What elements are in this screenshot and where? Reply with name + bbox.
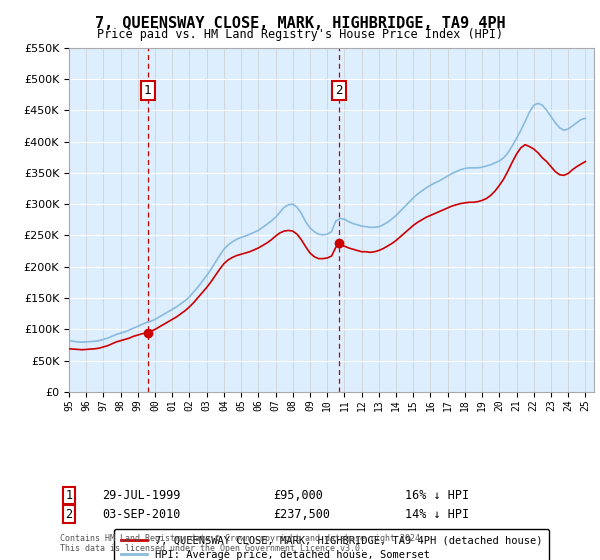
Text: 1: 1 xyxy=(65,489,73,502)
Text: 7, QUEENSWAY CLOSE, MARK, HIGHBRIDGE, TA9 4PH: 7, QUEENSWAY CLOSE, MARK, HIGHBRIDGE, TA… xyxy=(95,16,505,31)
Text: 29-JUL-1999: 29-JUL-1999 xyxy=(102,489,181,502)
Text: 2: 2 xyxy=(65,507,73,521)
Text: £95,000: £95,000 xyxy=(273,489,323,502)
Text: Contains HM Land Registry data © Crown copyright and database right 2024.
This d: Contains HM Land Registry data © Crown c… xyxy=(60,534,425,553)
Text: 2: 2 xyxy=(335,84,343,97)
Text: Price paid vs. HM Land Registry's House Price Index (HPI): Price paid vs. HM Land Registry's House … xyxy=(97,28,503,41)
Text: 03-SEP-2010: 03-SEP-2010 xyxy=(102,507,181,521)
Text: 14% ↓ HPI: 14% ↓ HPI xyxy=(405,507,469,521)
Text: 1: 1 xyxy=(144,84,151,97)
Legend: 7, QUEENSWAY CLOSE, MARK, HIGHBRIDGE, TA9 4PH (detached house), HPI: Average pri: 7, QUEENSWAY CLOSE, MARK, HIGHBRIDGE, TA… xyxy=(115,529,548,560)
Text: 16% ↓ HPI: 16% ↓ HPI xyxy=(405,489,469,502)
Text: £237,500: £237,500 xyxy=(273,507,330,521)
